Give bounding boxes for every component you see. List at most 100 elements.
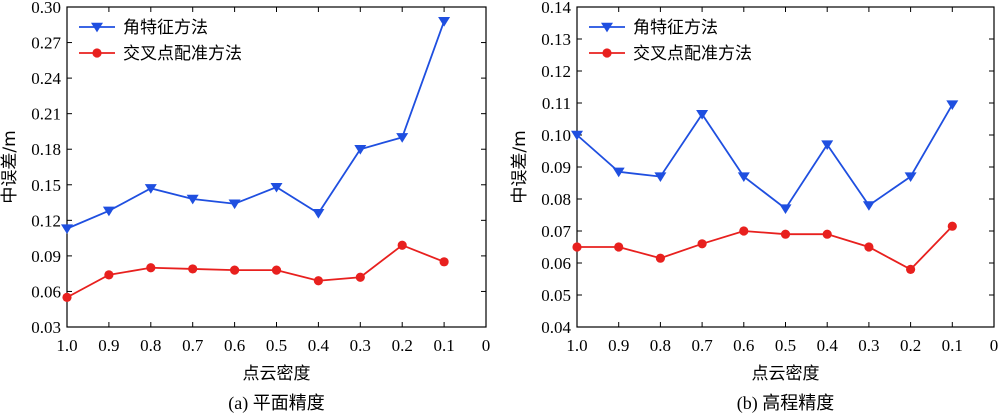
data-point-marker [612, 167, 625, 178]
y-axis-label: 中误差/m [510, 130, 530, 203]
series-line [577, 225, 953, 271]
x-tick-label: 0.2 [900, 336, 921, 355]
x-tick-label: 0.7 [182, 336, 204, 355]
x-tick-label: 0.1 [942, 336, 963, 355]
y-tick-label: 0.27 [31, 34, 61, 53]
chart-panel-a: 1.0 0.9 0.8 0.7 0.6 0.5 0.4 0.3 0.2 0.1 0 0.03 0.06 0… [0, 0, 490, 414]
y-axis-label: 中误差/m [0, 130, 20, 203]
data-point-marker [230, 265, 240, 275]
x-tick-label: 0.9 [608, 336, 629, 355]
y-tick-label: 0.24 [31, 69, 61, 88]
x-tick-label: 0.9 [98, 336, 119, 355]
legend-label: 角特征方法 [123, 18, 208, 38]
y-tick-label: 0.30 [31, 0, 61, 17]
data-point-marker [271, 265, 282, 275]
data-point-marker [313, 276, 323, 286]
x-tick-label: 0.5 [266, 336, 287, 355]
legend-marker [92, 48, 102, 58]
x-tick-label: 0.8 [650, 336, 671, 355]
legend-marker [602, 48, 612, 58]
data-point-marker [904, 172, 917, 182]
data-point-marker [571, 130, 583, 141]
data-point-marker [62, 292, 72, 302]
panel-caption: (a) 平面精度 [228, 393, 324, 414]
data-point-marker [354, 145, 367, 155]
panel-caption: (b) 高程精度 [737, 393, 835, 414]
data-point-marker [737, 172, 750, 182]
y-tick-label: 0.14 [541, 0, 571, 17]
x-tick-label: 0.3 [858, 336, 879, 355]
legend-label: 交叉点配准方法 [123, 44, 242, 64]
y-tick-label: 0.09 [541, 158, 571, 177]
data-point-marker [270, 182, 283, 193]
x-tick-label: 0 [990, 336, 999, 355]
data-point-marker [739, 226, 749, 236]
y-tick-label: 0.09 [31, 247, 61, 266]
data-point-marker [822, 229, 832, 239]
data-point-marker [906, 264, 916, 274]
data-point-marker [947, 221, 957, 231]
x-tick-label: 1.0 [566, 336, 587, 355]
x-tick-label: 0.4 [308, 336, 330, 355]
y-tick-label: 0.07 [541, 222, 571, 241]
series-line [576, 104, 954, 210]
data-point-marker [780, 229, 791, 239]
data-point-marker [696, 110, 709, 120]
y-tick-label: 0.12 [31, 211, 61, 230]
x-axis-label: 点云密度 [243, 364, 311, 384]
x-tick-label: 0 [482, 336, 491, 355]
data-point-marker [779, 204, 792, 214]
x-tick-label: 0.4 [817, 336, 839, 355]
y-tick-label: 0.12 [541, 62, 571, 81]
data-point-marker [104, 270, 114, 280]
data-point-marker [439, 257, 449, 267]
data-point-marker [102, 206, 115, 217]
y-tick-label: 0.03 [31, 318, 61, 337]
y-tick-label: 0.11 [542, 94, 571, 113]
data-point-marker [186, 194, 199, 205]
data-point-marker [396, 133, 409, 143]
data-point-marker [697, 239, 707, 249]
series-line [66, 244, 445, 299]
legend-marker [601, 22, 613, 33]
y-tick-label: 0.08 [541, 190, 571, 209]
x-tick-label: 0.1 [433, 336, 454, 355]
series-intersection-registration [572, 221, 957, 274]
chart-panel-b: 1.0 0.9 0.8 0.7 0.6 0.5 0.4 0.3 0.2 0.1 00.040.050… [510, 0, 998, 414]
y-tick-label: 0.10 [541, 126, 571, 145]
data-point-marker [946, 100, 959, 110]
x-tick-label: 0.3 [350, 336, 371, 355]
y-tick-label: 0.18 [31, 140, 61, 159]
data-point-marker [188, 264, 198, 274]
legend-label: 角特征方法 [633, 18, 718, 38]
data-point-marker [228, 199, 241, 210]
legend-marker [91, 22, 103, 33]
series-angle-feature [571, 100, 959, 214]
data-point-marker [862, 201, 875, 211]
x-axis-label: 点云密度 [752, 364, 820, 384]
data-point-marker [146, 263, 156, 273]
y-tick-label: 0.15 [31, 176, 61, 195]
x-tick-label: 0.8 [140, 336, 161, 355]
data-point-marker [438, 17, 451, 27]
data-point-marker [397, 240, 407, 250]
legend-label: 交叉点配准方法 [633, 44, 752, 64]
x-tick-label: 0.6 [224, 336, 245, 355]
data-point-marker [144, 184, 157, 194]
series-line [66, 20, 445, 230]
data-point-marker [655, 253, 666, 263]
x-tick-label: 0.2 [392, 336, 413, 355]
y-tick-label: 0.06 [541, 254, 571, 273]
x-tick-label: 0.7 [691, 336, 713, 355]
series-intersection-registration [62, 240, 449, 302]
data-point-marker [572, 242, 582, 252]
data-point-marker [864, 242, 874, 252]
y-tick-label: 0.13 [541, 30, 571, 49]
series-angle-feature [61, 17, 451, 235]
x-tick-label: 0.6 [733, 336, 754, 355]
data-point-marker [654, 172, 667, 182]
data-point-marker [312, 209, 325, 219]
